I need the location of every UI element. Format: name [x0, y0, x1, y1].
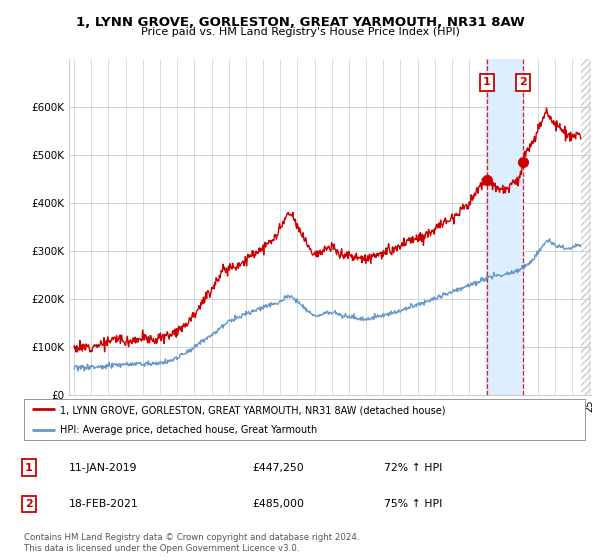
- Text: 1, LYNN GROVE, GORLESTON, GREAT YARMOUTH, NR31 8AW: 1, LYNN GROVE, GORLESTON, GREAT YARMOUTH…: [76, 16, 524, 29]
- Text: 1, LYNN GROVE, GORLESTON, GREAT YARMOUTH, NR31 8AW (detached house): 1, LYNN GROVE, GORLESTON, GREAT YARMOUTH…: [61, 405, 446, 415]
- Text: 75% ↑ HPI: 75% ↑ HPI: [384, 499, 442, 509]
- Text: 1: 1: [483, 77, 491, 87]
- Text: Contains HM Land Registry data © Crown copyright and database right 2024.
This d: Contains HM Land Registry data © Crown c…: [24, 533, 359, 553]
- Bar: [581, 59, 593, 395]
- Text: 18-FEB-2021: 18-FEB-2021: [69, 499, 139, 509]
- Text: 2: 2: [519, 77, 527, 87]
- Text: 72% ↑ HPI: 72% ↑ HPI: [384, 463, 442, 473]
- Text: HPI: Average price, detached house, Great Yarmouth: HPI: Average price, detached house, Grea…: [61, 426, 318, 435]
- Bar: [581, 59, 593, 395]
- Text: 2: 2: [25, 499, 32, 509]
- Text: 1: 1: [25, 463, 32, 473]
- Text: Price paid vs. HM Land Registry's House Price Index (HPI): Price paid vs. HM Land Registry's House …: [140, 27, 460, 37]
- Text: £485,000: £485,000: [252, 499, 304, 509]
- Text: 11-JAN-2019: 11-JAN-2019: [69, 463, 137, 473]
- Bar: [487, 59, 523, 395]
- Text: £447,250: £447,250: [252, 463, 304, 473]
